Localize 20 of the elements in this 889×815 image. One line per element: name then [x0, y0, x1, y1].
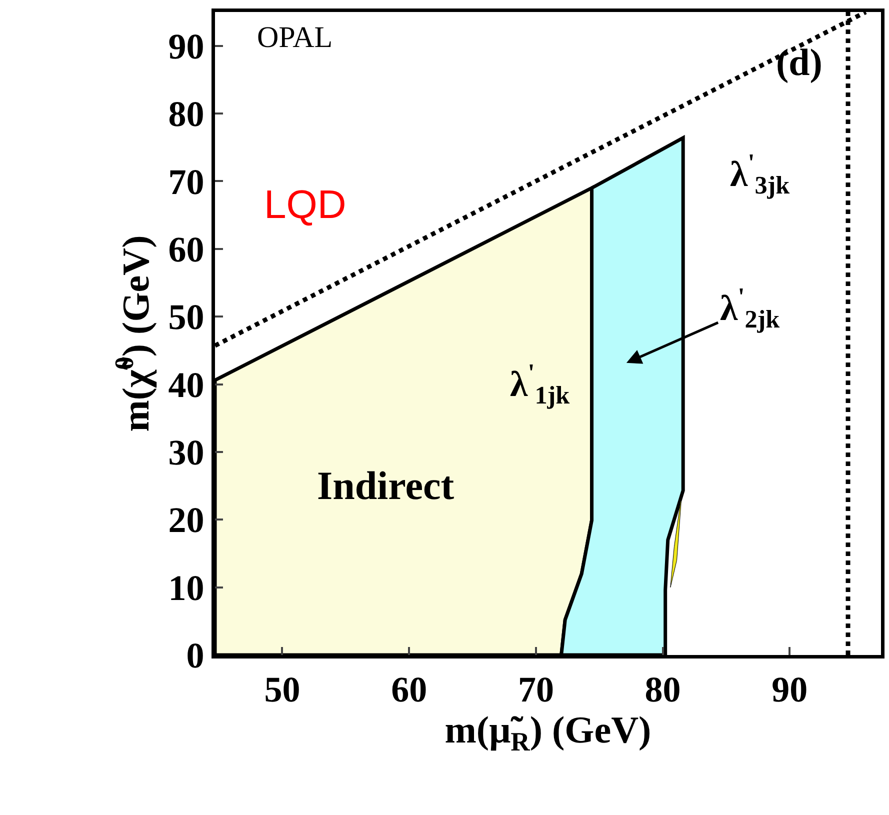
y-tick-label: 50 [168, 297, 204, 338]
annotation: (d) [776, 42, 822, 84]
y-tick-label: 30 [168, 432, 204, 473]
y-tick-label: 90 [168, 26, 204, 66]
y-tick-label: 10 [168, 568, 204, 608]
x-axis-title: m(μ̃$_{R}$) (GeV) [444, 710, 652, 757]
y-tick-label: 20 [168, 500, 204, 540]
x-tick-label: 80 [644, 670, 681, 710]
y-tick-label: 60 [168, 229, 204, 270]
x-tick-label: 50 [264, 670, 300, 710]
x-tick-label: 90 [772, 670, 808, 710]
y-tick-label: 80 [168, 94, 204, 134]
y-tick-label: 40 [168, 364, 204, 405]
y-tick-label: 0 [186, 636, 204, 676]
y-tick-label: 70 [168, 162, 204, 202]
annotation: OPAL [257, 21, 333, 54]
annotation: LQD [264, 183, 346, 227]
x-tick-label: 70 [518, 670, 554, 710]
annotation: Indirect [317, 463, 455, 508]
x-tick-label: 60 [391, 670, 428, 710]
